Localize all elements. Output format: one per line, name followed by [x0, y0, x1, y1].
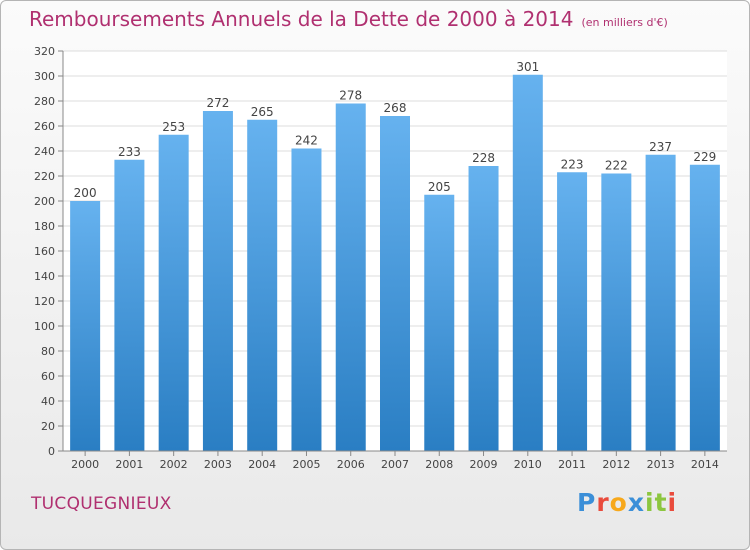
commune-name: TUCQUEGNIEUX — [31, 494, 172, 514]
y-tick-label: 300 — [34, 70, 55, 83]
y-tick-label: 160 — [34, 245, 55, 258]
x-tick-label: 2008 — [425, 458, 453, 471]
x-tick-label: 2004 — [248, 458, 276, 471]
bar — [601, 173, 632, 451]
bar-value-label: 233 — [118, 145, 141, 159]
y-tick-label: 220 — [34, 170, 55, 183]
bar-value-label: 301 — [516, 60, 539, 74]
y-tick-label: 20 — [41, 420, 55, 433]
y-tick-label: 120 — [34, 295, 55, 308]
logo-letter: x — [627, 488, 645, 517]
x-tick-label: 2001 — [115, 458, 143, 471]
logo-letter: r — [596, 488, 610, 517]
bar-value-label: 237 — [649, 140, 672, 154]
axis-layer: 0 20 40 60 80 100 120 140 160 180 200 220 240 260 280 3… — [34, 45, 727, 471]
bar — [689, 164, 720, 451]
chart-title: Remboursements Annuels de la Dette de 20… — [29, 7, 668, 31]
bar-value-label: 242 — [295, 134, 318, 148]
logo-letter: t — [654, 488, 668, 517]
x-tick-label: 2012 — [602, 458, 630, 471]
bar — [114, 159, 145, 451]
bar-value-label: 200 — [74, 186, 97, 200]
logo-letter: P — [577, 488, 597, 517]
bar — [202, 111, 233, 451]
bar-layer — [70, 74, 720, 451]
x-tick-label: 2003 — [204, 458, 232, 471]
x-tick-label: 2010 — [514, 458, 542, 471]
bar — [380, 116, 410, 451]
bar-value-label: 222 — [605, 159, 628, 173]
x-tick-label: 2005 — [292, 458, 320, 471]
bar-value-label: 229 — [693, 150, 716, 164]
proxiti-logo: Proxiti — [577, 488, 677, 517]
y-tick-label: 240 — [34, 145, 55, 158]
y-tick-label: 180 — [34, 220, 55, 233]
logo-letter: i — [645, 488, 655, 517]
bar-value-label: 265 — [251, 105, 274, 119]
logo-letter: i — [667, 488, 678, 517]
y-tick-label: 200 — [34, 195, 55, 208]
bar — [335, 103, 366, 451]
bar-value-label: 205 — [428, 180, 451, 194]
bar — [247, 119, 278, 451]
y-tick-label: 60 — [41, 370, 55, 383]
y-tick-label: 140 — [34, 270, 55, 283]
bar — [468, 166, 499, 451]
y-tick-label: 80 — [41, 345, 55, 358]
y-tick-label: 0 — [48, 445, 55, 458]
y-tick-label: 40 — [41, 395, 55, 408]
y-tick-label: 260 — [34, 120, 55, 133]
bar-value-label: 253 — [162, 120, 185, 134]
bar — [70, 201, 101, 451]
bar-value-label: 278 — [339, 89, 362, 103]
bar — [291, 148, 322, 451]
x-tick-label: 2009 — [470, 458, 498, 471]
x-tick-label: 2011 — [558, 458, 586, 471]
y-tick-label: 280 — [34, 95, 55, 108]
x-tick-label: 2002 — [160, 458, 188, 471]
y-tick-label: 100 — [34, 320, 55, 333]
chart-title-text: Remboursements Annuels de la Dette de 20… — [29, 7, 574, 31]
x-tick-label: 2014 — [691, 458, 719, 471]
bar — [645, 154, 676, 451]
chart-subtitle: (en milliers d'€) — [581, 16, 668, 29]
x-tick-label: 2000 — [71, 458, 99, 471]
label-layer: 200 233 253 272 265 242 278 268 205 228 301 223 222 2… — [74, 60, 717, 200]
x-tick-label: 2006 — [337, 458, 365, 471]
bar-value-label: 268 — [384, 101, 407, 115]
bar — [557, 172, 588, 451]
bar-value-label: 272 — [206, 96, 229, 110]
x-tick-label: 2007 — [381, 458, 409, 471]
x-tick-label: 2013 — [647, 458, 675, 471]
logo-letter: o — [609, 488, 628, 517]
bar — [512, 74, 543, 451]
y-tick-label: 320 — [34, 45, 55, 58]
bar-value-label: 228 — [472, 151, 495, 165]
bar — [158, 134, 189, 451]
bar — [424, 194, 455, 451]
bar-value-label: 223 — [561, 157, 584, 171]
